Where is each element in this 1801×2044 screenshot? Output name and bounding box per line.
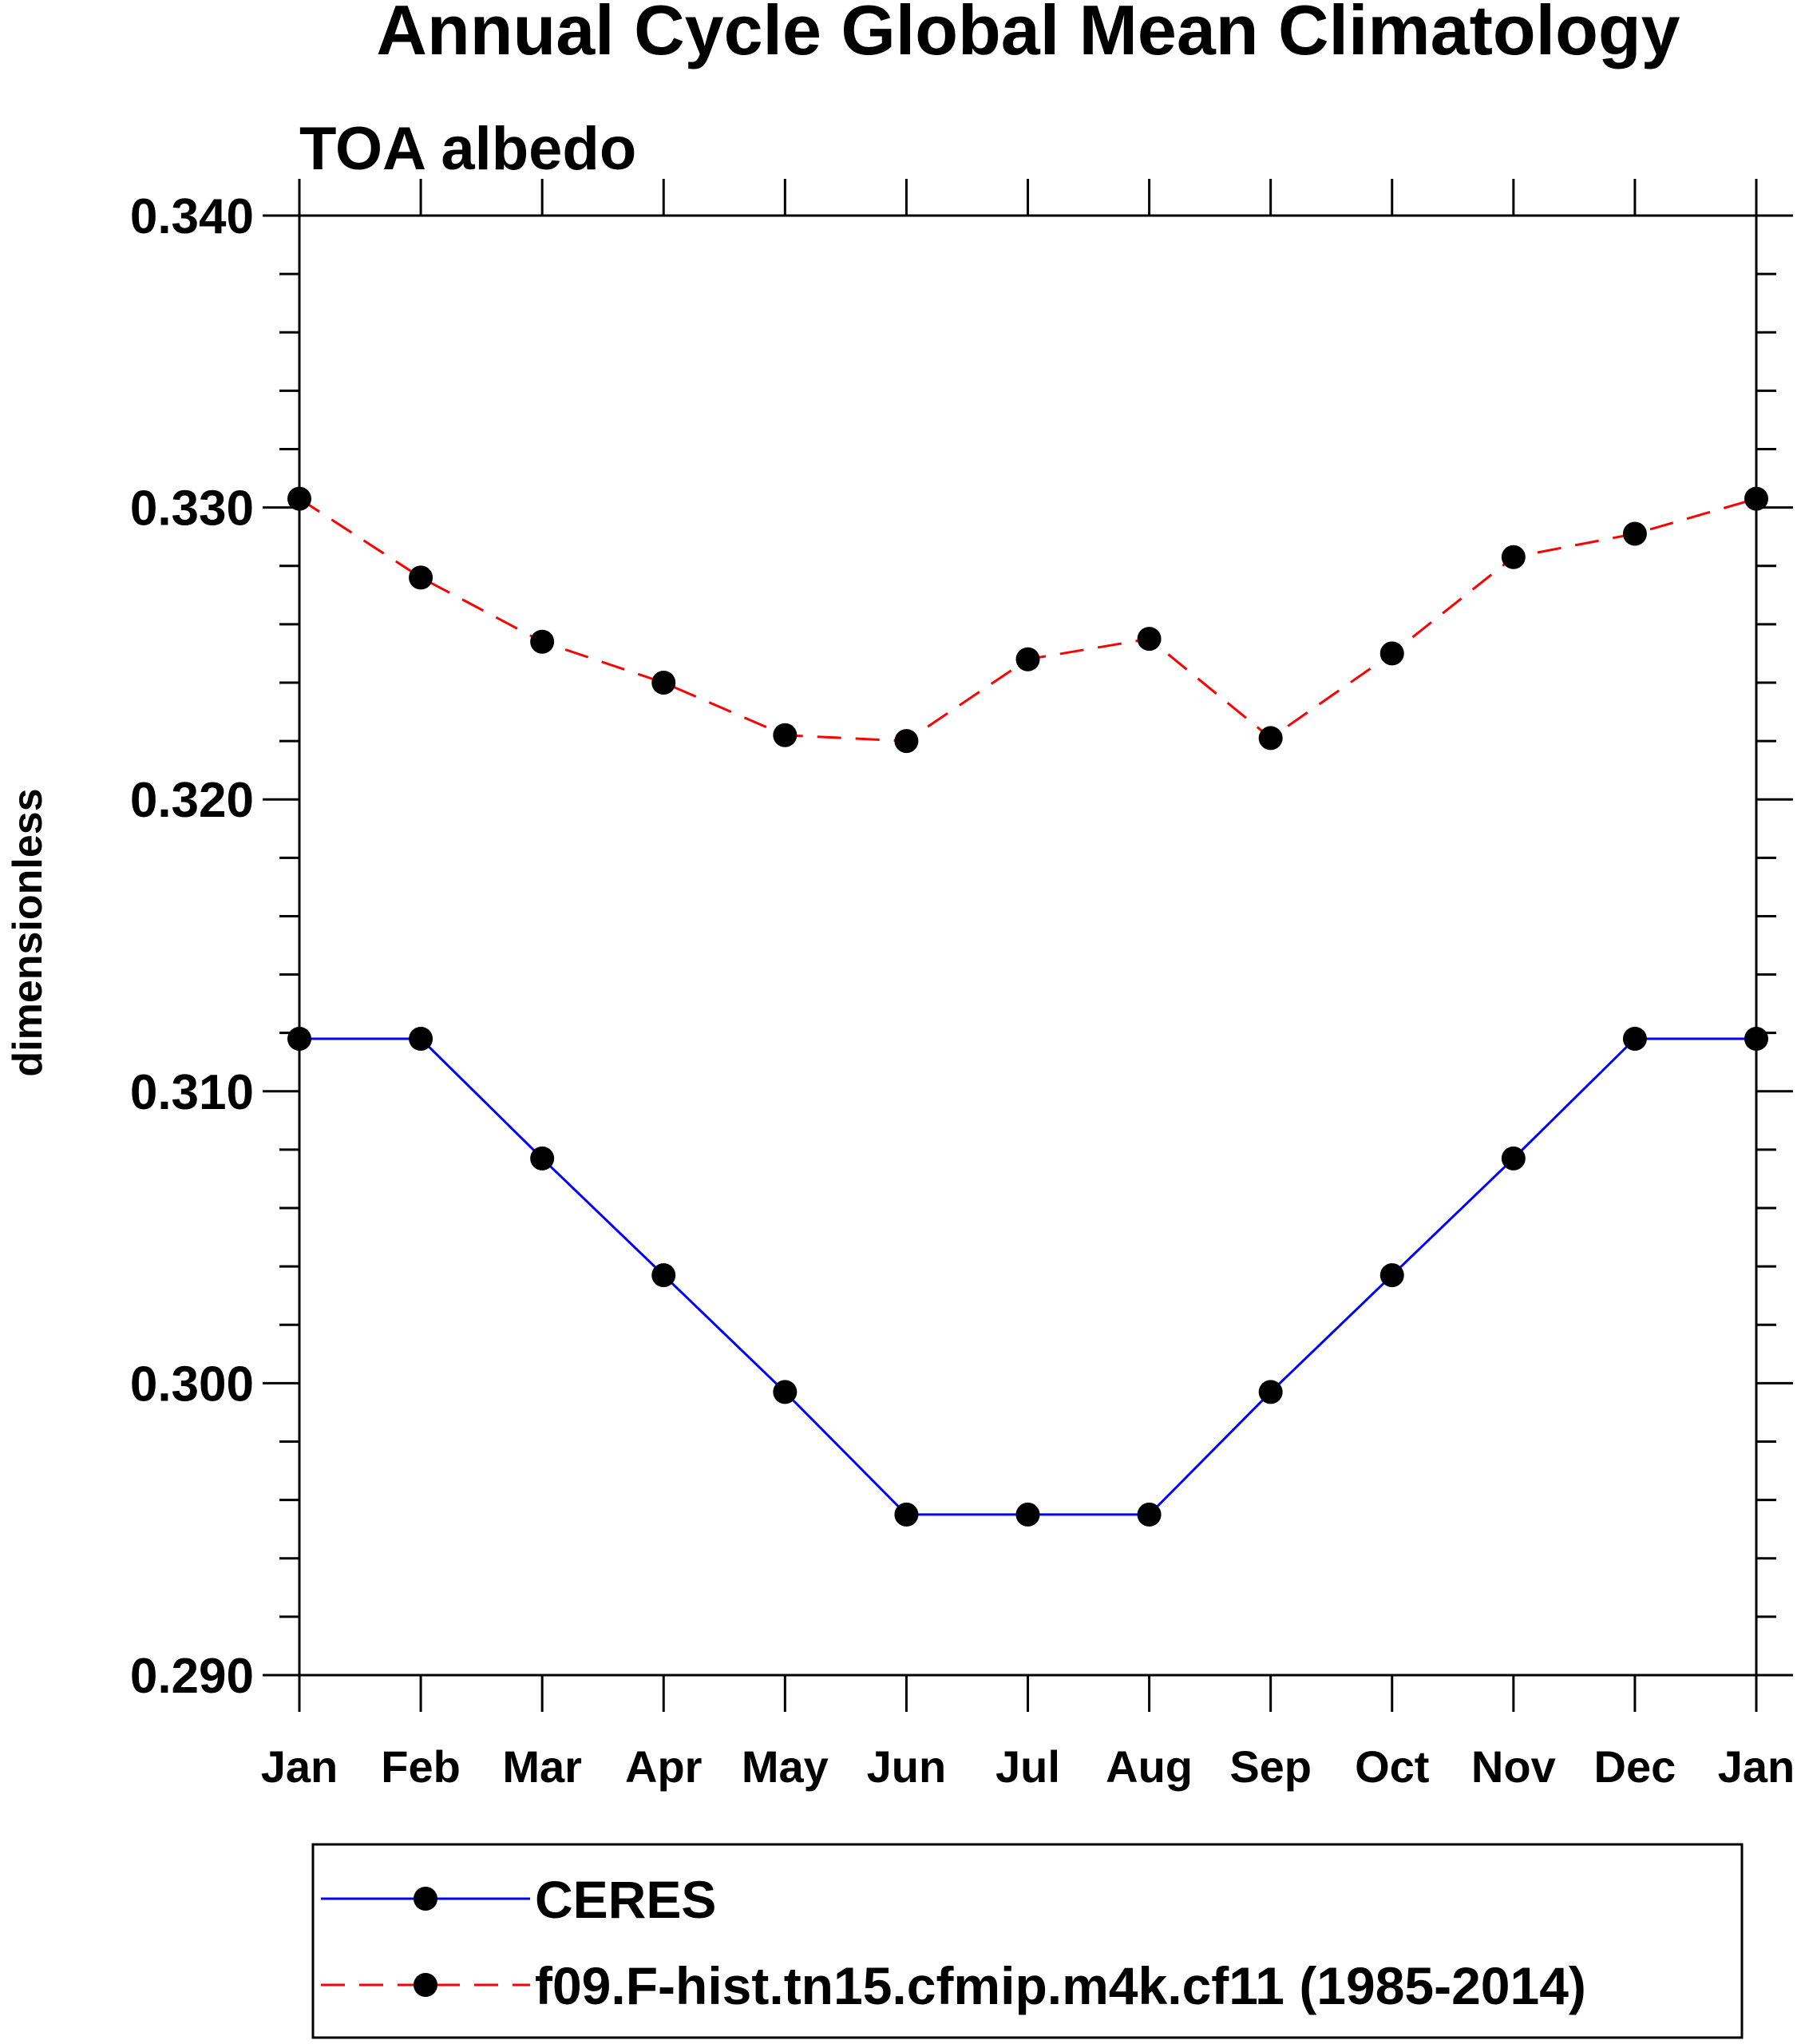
- x-tick-label: Jan: [261, 1741, 338, 1792]
- y-tick-label: 0.320: [130, 773, 254, 828]
- data-point: [287, 1026, 311, 1051]
- y-tick-label: 0.300: [130, 1357, 254, 1412]
- data-point: [1137, 627, 1162, 652]
- data-point: [1379, 641, 1404, 666]
- x-tick-label: Aug: [1106, 1741, 1193, 1792]
- x-tick-label: Jun: [867, 1741, 947, 1792]
- data-point: [1137, 1502, 1162, 1527]
- data-point: [409, 565, 433, 590]
- legend-label-model: f09.F-hist.tn15.cfmip.m4k.cf11 (1985-201…: [535, 1956, 1586, 2015]
- legend-box: [311, 1843, 1744, 2039]
- data-point: [1379, 1263, 1404, 1288]
- data-point: [530, 629, 555, 654]
- chart-title: Annual Cycle Global Mean Climatology: [376, 0, 1680, 69]
- data-point: [773, 723, 798, 747]
- legend-marker-model: [414, 1973, 437, 1997]
- data-point: [1501, 1146, 1526, 1171]
- legend-label-ceres: CERES: [535, 1870, 716, 1929]
- x-tick-label: Jul: [995, 1741, 1060, 1792]
- data-point: [1622, 1026, 1647, 1051]
- y-tick-label: 0.330: [130, 481, 254, 537]
- series-1: [287, 486, 1768, 754]
- data-point: [530, 1146, 555, 1171]
- data-point: [1622, 521, 1647, 546]
- x-tick-label: Apr: [625, 1741, 702, 1792]
- data-point: [894, 729, 919, 754]
- x-tick-label: May: [742, 1741, 829, 1792]
- chart-subtitle: TOA albedo: [299, 115, 636, 183]
- data-point: [894, 1502, 919, 1527]
- data-point: [1744, 1026, 1768, 1051]
- data-point: [1258, 1380, 1283, 1404]
- data-point: [1258, 726, 1283, 751]
- legend-marker-ceres: [414, 1887, 437, 1911]
- x-tick-label: Feb: [381, 1741, 461, 1792]
- data-point: [1015, 647, 1040, 671]
- y-tick-label: 0.340: [130, 189, 254, 244]
- data-point: [651, 670, 676, 695]
- data-point: [1015, 1502, 1040, 1527]
- y-tick-label: 0.290: [130, 1649, 254, 1704]
- y-tick-label: 0.310: [130, 1065, 254, 1120]
- series-line: [299, 497, 1757, 743]
- plot-frame: [298, 214, 1758, 1677]
- data-point: [409, 1026, 433, 1051]
- y-axis-label: dimensionless: [5, 788, 51, 1076]
- data-point: [1501, 545, 1526, 569]
- data-point: [1744, 486, 1768, 511]
- data-point: [773, 1380, 798, 1404]
- series-0: [287, 1026, 1768, 1527]
- data-point: [651, 1263, 676, 1288]
- x-tick-label: Dec: [1594, 1741, 1676, 1792]
- legend: CERES f09.F-hist.tn15.cfmip.m4k.cf11 (19…: [311, 1843, 1744, 2039]
- axes: 0.290 0.300 0.310 0.320 0.330 0.340 Jan Feb Mar A…: [130, 179, 1795, 1792]
- x-tick-label: Sep: [1229, 1741, 1312, 1792]
- series-layer: [287, 486, 1768, 1527]
- data-point: [287, 486, 311, 511]
- x-tick-label: Nov: [1471, 1741, 1556, 1792]
- x-tick-label: Mar: [502, 1741, 582, 1792]
- series-line: [299, 1037, 1756, 1516]
- x-tick-label: Jan: [1718, 1741, 1795, 1792]
- x-tick-label: Oct: [1355, 1741, 1429, 1792]
